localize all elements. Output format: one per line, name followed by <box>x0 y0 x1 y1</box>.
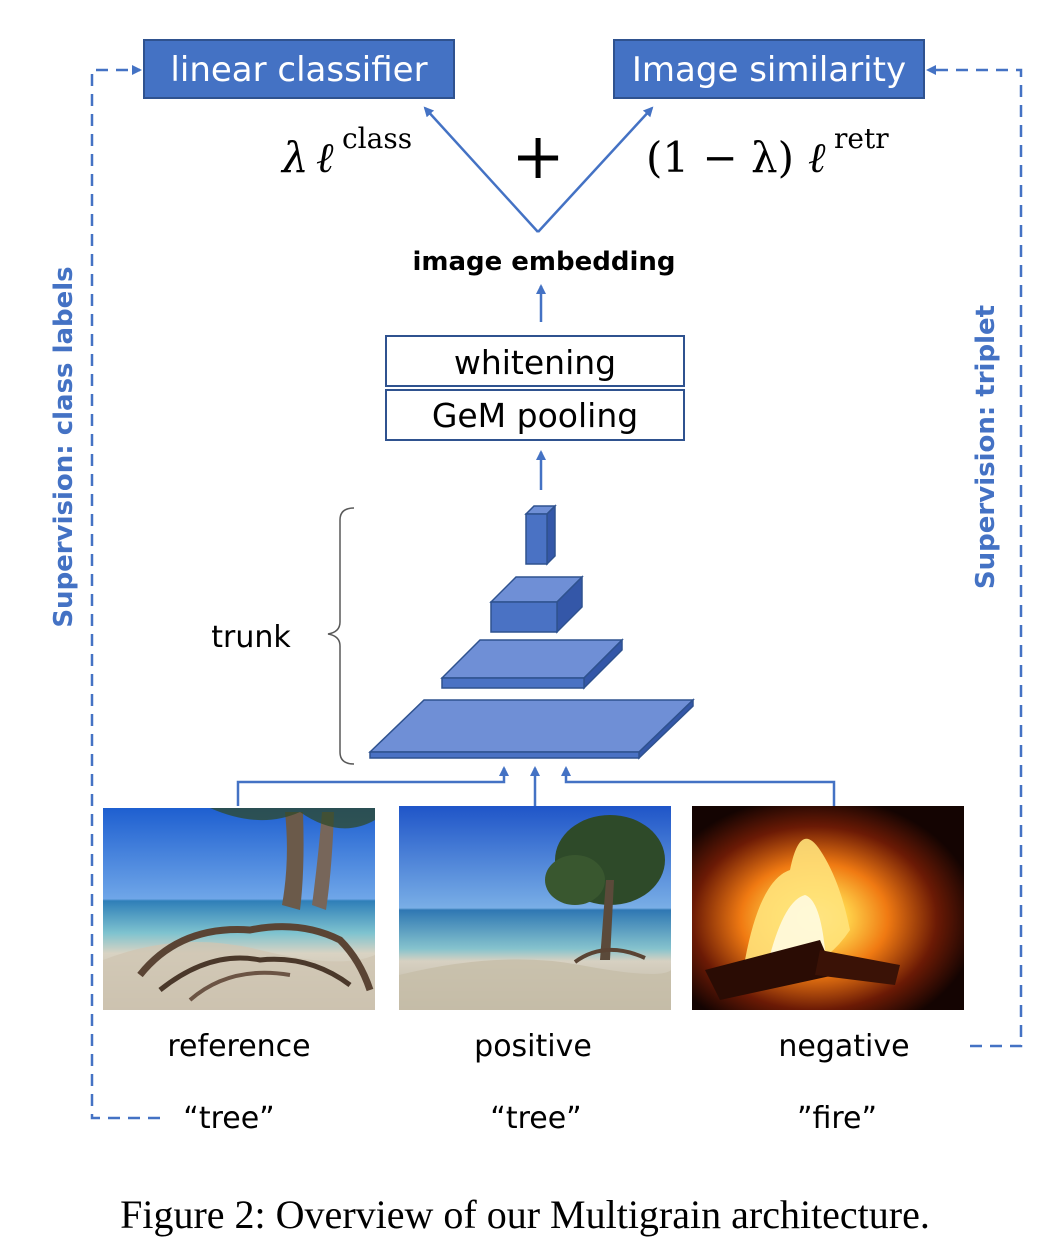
linear-classifier-label: linear classifier <box>170 50 427 90</box>
trunk-layer-2 <box>440 638 624 690</box>
positive-label: positive <box>474 1029 592 1064</box>
gem-pooling-block: GeM pooling <box>385 389 685 441</box>
one-minus-lambda: (1 − λ) <box>646 133 794 182</box>
trunk-brace <box>327 507 355 765</box>
image-embedding-label: image embedding <box>412 247 675 277</box>
linear-classifier-box: linear classifier <box>143 39 455 99</box>
positive-image <box>399 806 671 1010</box>
figure-caption: Figure 2: Overview of our Multigrain arc… <box>120 1192 930 1237</box>
negative-label: negative <box>778 1029 909 1064</box>
trunk-layer-4 <box>524 504 557 566</box>
ell-symbol-retr: ℓ <box>808 133 826 182</box>
trunk-layer-3 <box>489 575 584 634</box>
classifier-arrow <box>423 106 539 233</box>
gem-pooling-label: GeM pooling <box>432 396 638 435</box>
retrieval-loss-term: (1 − λ) ℓ retr <box>646 122 889 182</box>
negative-class-label: ”fire” <box>797 1101 877 1136</box>
retr-superscript: retr <box>834 122 889 155</box>
whitening-label: whitening <box>454 343 616 382</box>
class-label-supervision-line <box>90 65 160 1120</box>
plus-sign: + <box>511 120 565 194</box>
negative-image <box>692 806 964 1010</box>
class-superscript: class <box>342 122 412 155</box>
trunk-label: trunk <box>211 620 291 655</box>
input-connectors <box>236 766 836 806</box>
image-similarity-label: Image similarity <box>632 50 906 90</box>
supervision-triplet: Supervision: triplet <box>971 305 1001 589</box>
reference-label: reference <box>167 1029 310 1064</box>
class-loss-term: λ ℓ class <box>280 122 412 182</box>
whitening-block: whitening <box>385 335 685 387</box>
positive-class-label: “tree” <box>490 1101 581 1136</box>
trunk-layer-1 <box>368 698 695 760</box>
lambda-symbol: λ <box>280 133 309 182</box>
reference-class-label: “tree” <box>183 1101 274 1136</box>
reference-image <box>103 808 375 1010</box>
supervision-class-labels: Supervision: class labels <box>49 266 79 627</box>
triplet-supervision-line <box>926 65 1023 1048</box>
similarity-arrow <box>537 106 654 233</box>
ell-symbol: ℓ <box>316 133 334 182</box>
image-similarity-box: Image similarity <box>613 39 925 99</box>
